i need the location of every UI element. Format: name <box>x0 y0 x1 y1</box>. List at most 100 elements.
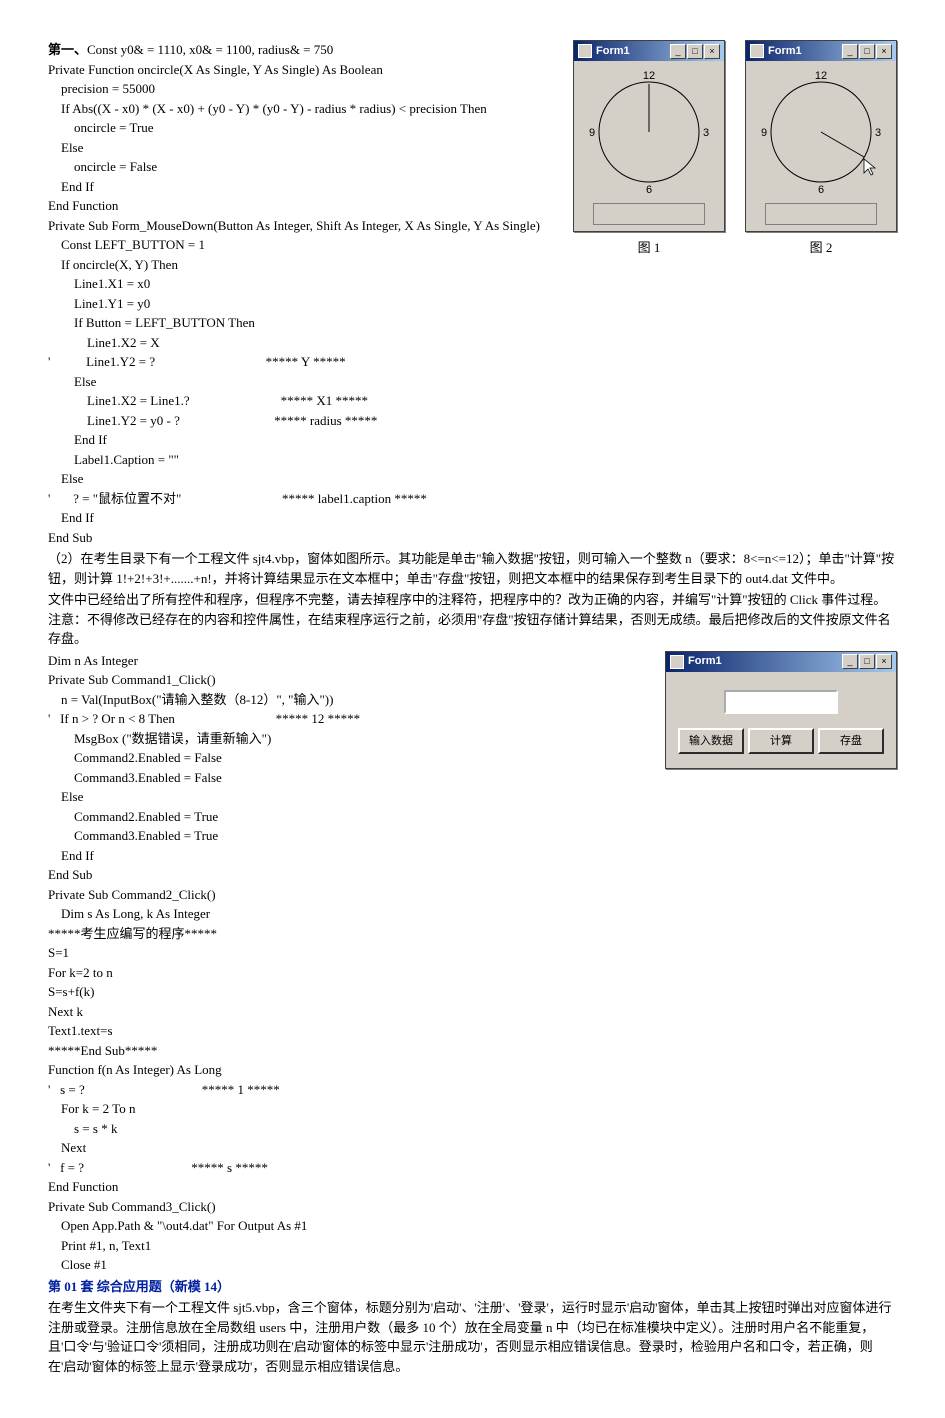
code1-line-3: If Abs((X - x0) * (X - x0) + (y0 - Y) * … <box>48 101 487 116</box>
form3-window: Form1 _ □ × 输入数据 计算 存盘 <box>665 651 897 770</box>
code2-line-27: End Function <box>48 1179 118 1194</box>
code1-line-10: Const LEFT_BUTTON = 1 <box>48 237 205 252</box>
clock2-num-12: 12 <box>815 70 827 82</box>
form2-label1 <box>765 203 877 225</box>
code1-line-21: Label1.Caption = "" <box>48 452 179 467</box>
code2-line-29: Open App.Path & "\out4.dat" For Output A… <box>48 1218 307 1233</box>
minimize-icon[interactable]: _ <box>670 44 686 59</box>
code1-line-20: End If <box>48 432 107 447</box>
code2-line-20: *****End Sub***** <box>48 1043 157 1058</box>
code2-line-17: S=s+f(k) <box>48 984 94 999</box>
code2-line-14: *****考生应编写的程序***** <box>48 926 217 941</box>
clock2-num-3: 3 <box>875 127 881 139</box>
clock2-num-9: 9 <box>761 127 767 139</box>
close-icon[interactable]: × <box>876 44 892 59</box>
figure2-caption: 图 2 <box>745 238 897 258</box>
code1-line-23: ' ? = "鼠标位置不对" ***** label1.caption ****… <box>48 491 427 506</box>
code1-line-6: oncircle = False <box>48 159 157 174</box>
figure-3: Form1 _ □ × 输入数据 计算 存盘 <box>665 651 897 770</box>
maximize-icon[interactable]: □ <box>859 44 875 59</box>
code1-line-2: precision = 55000 <box>48 81 155 96</box>
code2-line-23: For k = 2 To n <box>48 1101 135 1116</box>
form1-titlebar: Form1 _ □ × <box>574 41 724 61</box>
code1-line-25: End Sub <box>48 530 92 545</box>
form1-body: 12 3 6 9 <box>574 61 724 231</box>
code2-line-19: Text1.text=s <box>48 1023 113 1038</box>
form1-app-icon <box>578 44 592 58</box>
code2-line-12: Private Sub Command2_Click() <box>48 887 216 902</box>
code2-line-13: Dim s As Long, k As Integer <box>48 906 210 921</box>
form2-window: Form1 _ □ × 12 3 6 <box>745 40 897 232</box>
code1-line-9: Private Sub Form_MouseDown(Button As Int… <box>48 218 540 233</box>
form1-window: Form1 _ □ × 12 3 6 <box>573 40 725 232</box>
code2-line-30: Print #1, n, Text1 <box>48 1238 151 1253</box>
section3-para: 在考生文件夹下有一个工程文件 sjt5.vbp，含三个窗体，标题分别为'启动'、… <box>48 1298 897 1376</box>
maximize-icon[interactable]: □ <box>859 654 875 669</box>
code2-line-18: Next k <box>48 1004 83 1019</box>
calculate-button[interactable]: 计算 <box>748 728 814 755</box>
code2-line-2: n = Val(InputBox("请输入整数（8-12）", "输入")) <box>48 692 333 707</box>
figure-1: Form1 _ □ × 12 3 6 <box>573 40 725 258</box>
minimize-icon[interactable]: _ <box>842 654 858 669</box>
input-data-button[interactable]: 输入数据 <box>678 728 744 755</box>
clock2-num-6: 6 <box>818 184 824 196</box>
code2-line-15: S=1 <box>48 945 69 960</box>
code2-line-25: Next <box>48 1140 86 1155</box>
code1-line-4: oncircle = True <box>48 120 154 135</box>
code1-line-7: End If <box>48 179 94 194</box>
save-button[interactable]: 存盘 <box>818 728 884 755</box>
cursor-icon <box>864 159 875 175</box>
code2-line-8: Command2.Enabled = True <box>48 809 218 824</box>
section2-para1: （2）在考生目录下有一个工程文件 sjt4.vbp，窗体如图所示。其功能是单击"… <box>48 549 897 588</box>
code2-line-22: ' s = ? ***** 1 ***** <box>48 1082 280 1097</box>
code1-line-15: Line1.X2 = X <box>48 335 160 350</box>
code2-line-31: Close #1 <box>48 1257 107 1272</box>
code1-line-1: Private Function oncircle(X As Single, Y… <box>48 62 383 77</box>
code1-line-12: Line1.X1 = x0 <box>48 276 150 291</box>
code1-line-17: Else <box>48 374 96 389</box>
clock2-svg: 12 3 6 9 <box>756 67 886 197</box>
code1-line-16: ' Line1.Y2 = ? ***** Y ***** <box>48 354 346 369</box>
code1-line-22: Else <box>48 471 83 486</box>
form3-text1[interactable] <box>724 690 838 714</box>
code1-line-18: Line1.X2 = Line1.? ***** X1 ***** <box>48 393 368 408</box>
code1-line-5: Else <box>48 140 83 155</box>
code2-line-6: Command3.Enabled = False <box>48 770 222 785</box>
code2-line-7: Else <box>48 789 83 804</box>
close-icon[interactable]: × <box>704 44 720 59</box>
form2-body: 12 3 6 9 <box>746 61 896 231</box>
figure-2: Form1 _ □ × 12 3 6 <box>745 40 897 258</box>
figures-container: Form1 _ □ × 12 3 6 <box>573 40 897 258</box>
form3-app-icon <box>670 655 684 669</box>
code1-line-11: If oncircle(X, Y) Then <box>48 257 178 272</box>
figure1-caption: 图 1 <box>573 238 725 258</box>
form3-title: Form1 <box>688 653 842 670</box>
code2-line-0: Dim n As Integer <box>48 653 138 668</box>
clock1-svg: 12 3 6 9 <box>584 67 714 197</box>
code2-line-28: Private Sub Command3_Click() <box>48 1199 216 1214</box>
form2-title: Form1 <box>768 43 842 60</box>
form1-label1 <box>593 203 705 225</box>
code2-line-4: MsgBox ("数据错误，请重新输入") <box>48 731 271 746</box>
code1-line-14: If Button = LEFT_BUTTON Then <box>48 315 255 330</box>
maximize-icon[interactable]: □ <box>687 44 703 59</box>
code1-line-19: Line1.Y2 = y0 - ? ***** radius ***** <box>48 413 377 428</box>
form2-app-icon <box>750 44 764 58</box>
clock1-num-9: 9 <box>589 127 595 139</box>
close-icon[interactable]: × <box>876 654 892 669</box>
section2-para2: 文件中已经给出了所有控件和程序，但程序不完整，请去掉程序中的注释符，把程序中的？… <box>48 590 897 649</box>
minimize-icon[interactable]: _ <box>842 44 858 59</box>
code2-line-1: Private Sub Command1_Click() <box>48 672 216 687</box>
code2-line-3: ' If n > ? Or n < 8 Then ***** 12 ***** <box>48 711 360 726</box>
code2-line-24: s = s * k <box>48 1121 117 1136</box>
section1-heading: 第一、 <box>48 42 87 57</box>
section3-heading: 第 01 套 综合应用题（新模 14） <box>48 1277 897 1297</box>
form3-titlebar: Form1 _ □ × <box>666 652 896 672</box>
form3-body: 输入数据 计算 存盘 <box>666 672 896 769</box>
form2-titlebar: Form1 _ □ × <box>746 41 896 61</box>
code2-line-11: End Sub <box>48 867 92 882</box>
code2-line-10: End If <box>48 848 94 863</box>
clock2-hand <box>821 132 864 157</box>
code1-line-13: Line1.Y1 = y0 <box>48 296 150 311</box>
code2-line-21: Function f(n As Integer) As Long <box>48 1062 222 1077</box>
